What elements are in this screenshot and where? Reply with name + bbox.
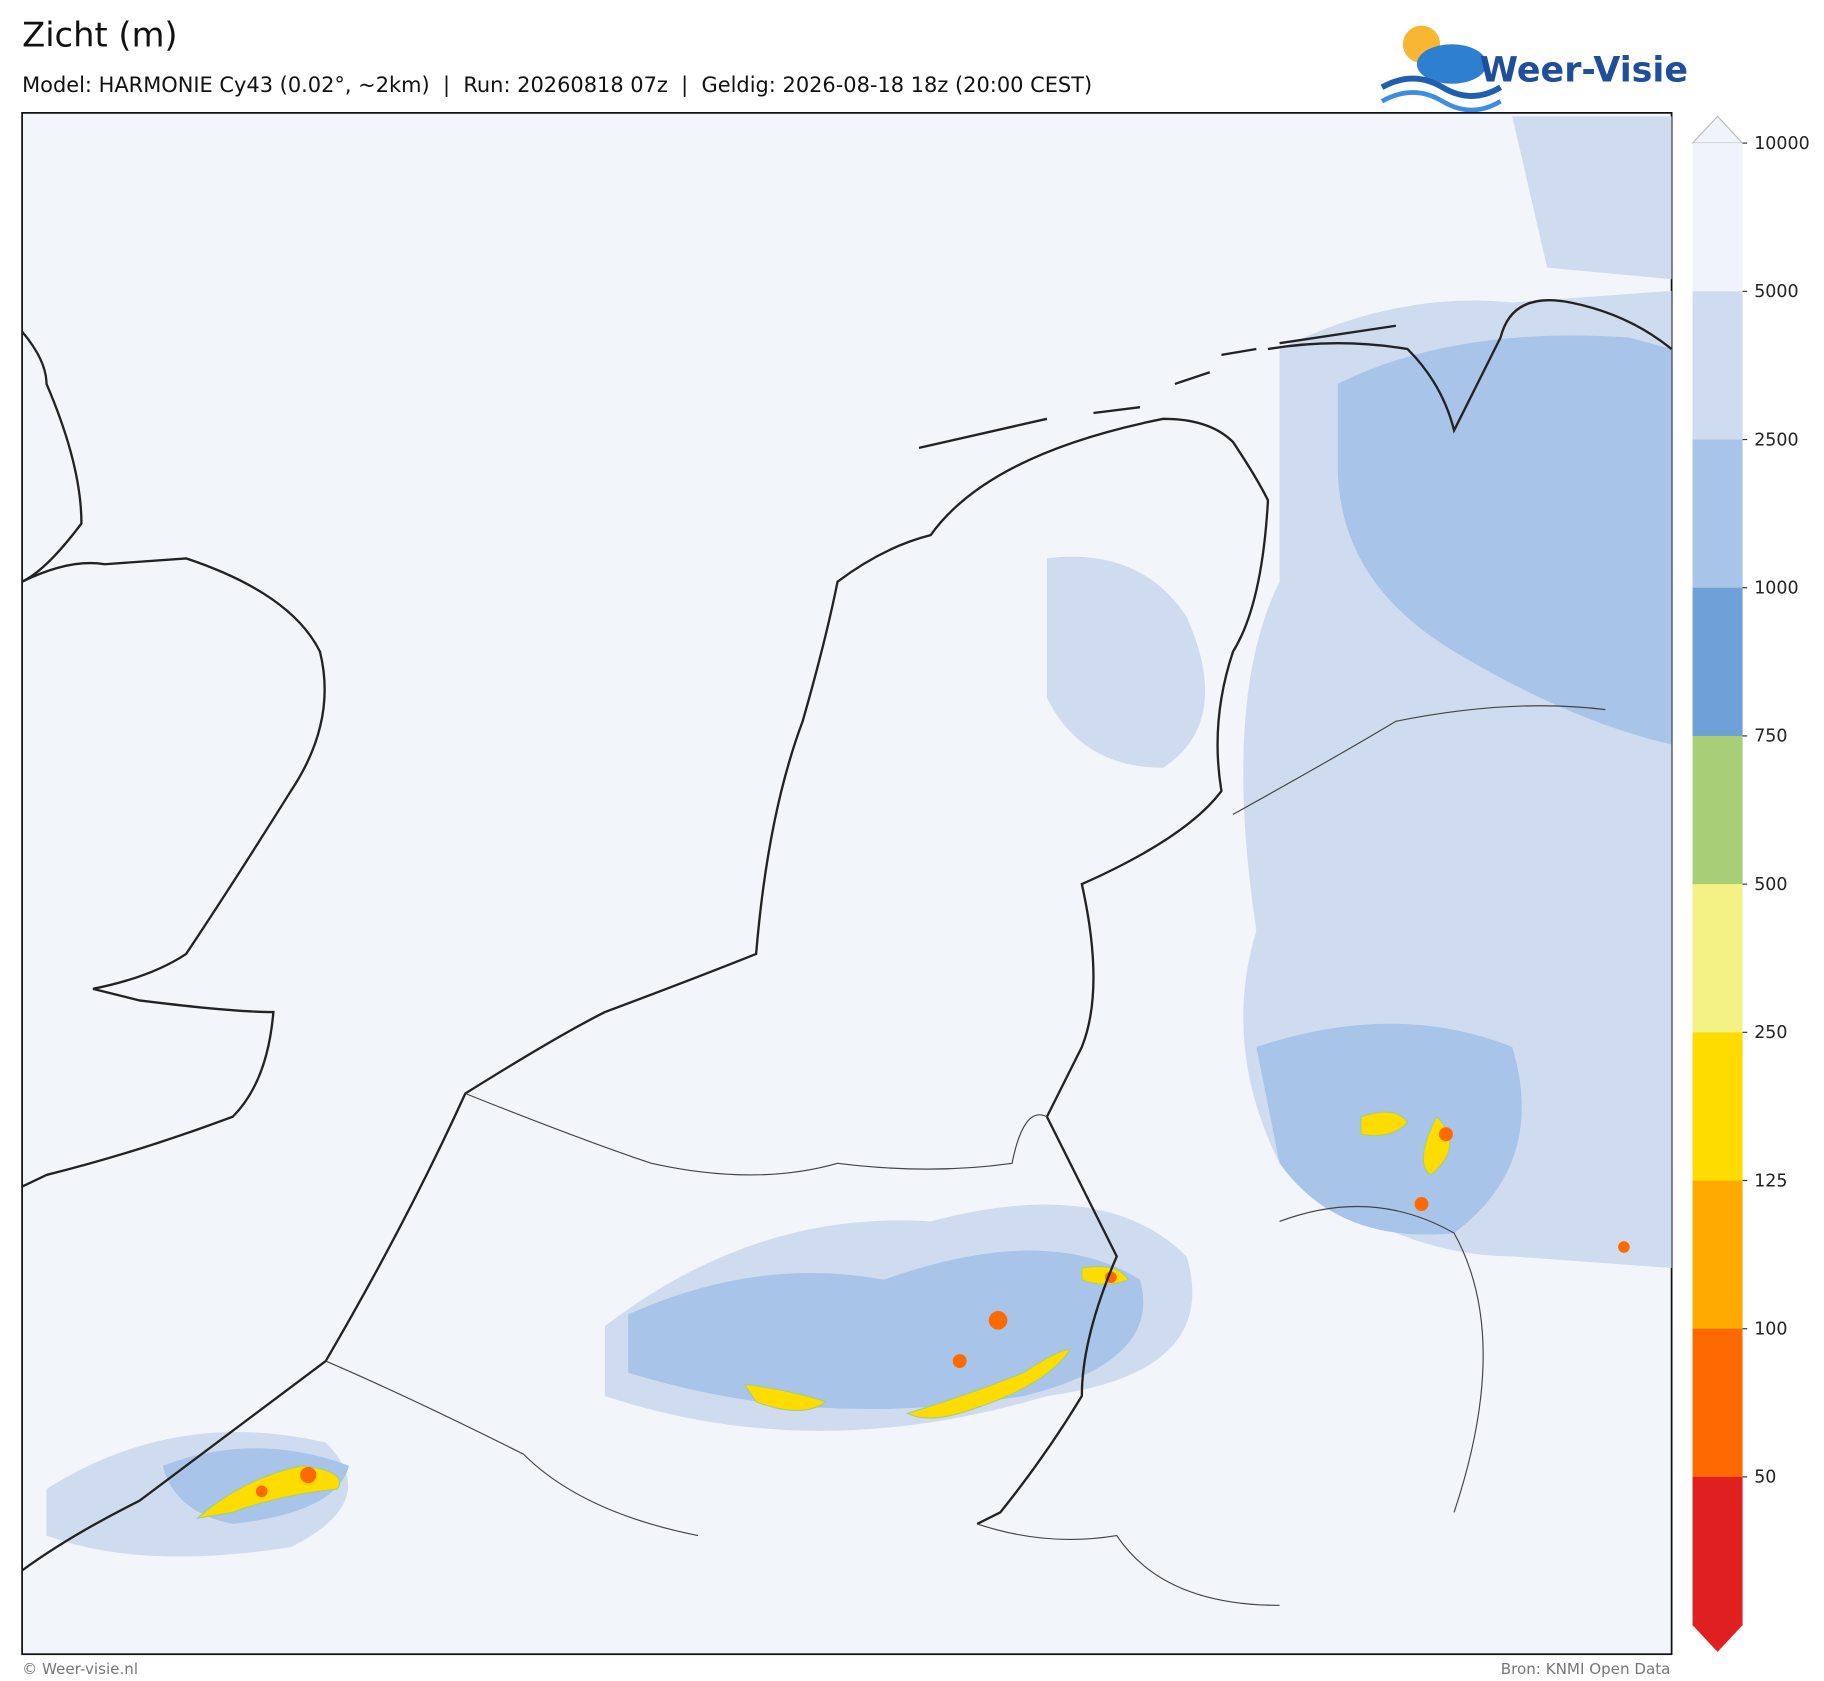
colorbar-label: 2500: [1754, 430, 1798, 450]
colorbar-segment: [1692, 439, 1743, 589]
colorbar-segment: [1692, 735, 1743, 885]
colorbar-label: 50: [1754, 1468, 1776, 1488]
colorbar-segment: [1692, 587, 1743, 737]
colorbar-segment: [1692, 1032, 1743, 1182]
colorbar-segment: [1692, 884, 1743, 1033]
footer-left: © Weer-visie.nl: [22, 1660, 138, 1678]
colorbar: 10000 5000 2500 1000 750 500 250 125 100 50: [1691, 115, 1810, 1652]
colorbar-segment: [1692, 1328, 1743, 1478]
colorbar-top: [1691, 115, 1744, 144]
colorbar-label: 750: [1754, 727, 1787, 747]
logo: Weer-Visie: [1380, 25, 1688, 113]
colorbar-label: 10000: [1754, 134, 1809, 154]
colorbar-label: 100: [1754, 1320, 1787, 1340]
colorbar-bottom: [1692, 1625, 1743, 1652]
title: Zicht (m): [22, 16, 177, 55]
colorbar-label: 250: [1754, 1023, 1787, 1043]
colorbar-label: 125: [1754, 1171, 1787, 1191]
footer-right: Bron: KNMI Open Data: [1501, 1660, 1671, 1678]
colorbar-segment: [1692, 1476, 1743, 1626]
colorbar-label: 5000: [1754, 282, 1798, 302]
colorbar-segment: [1692, 1180, 1743, 1330]
colorbar-label: 1000: [1754, 579, 1798, 599]
colorbar-label: 500: [1754, 875, 1787, 895]
map: [21, 112, 1673, 1656]
logo-text: Weer-Visie: [1480, 50, 1688, 90]
colorbar-segment: [1692, 291, 1743, 441]
colorbar-segment: [1692, 143, 1743, 292]
subtitle: Model: HARMONIE Cy43 (0.02°, ~2km) | Run…: [22, 73, 1092, 98]
